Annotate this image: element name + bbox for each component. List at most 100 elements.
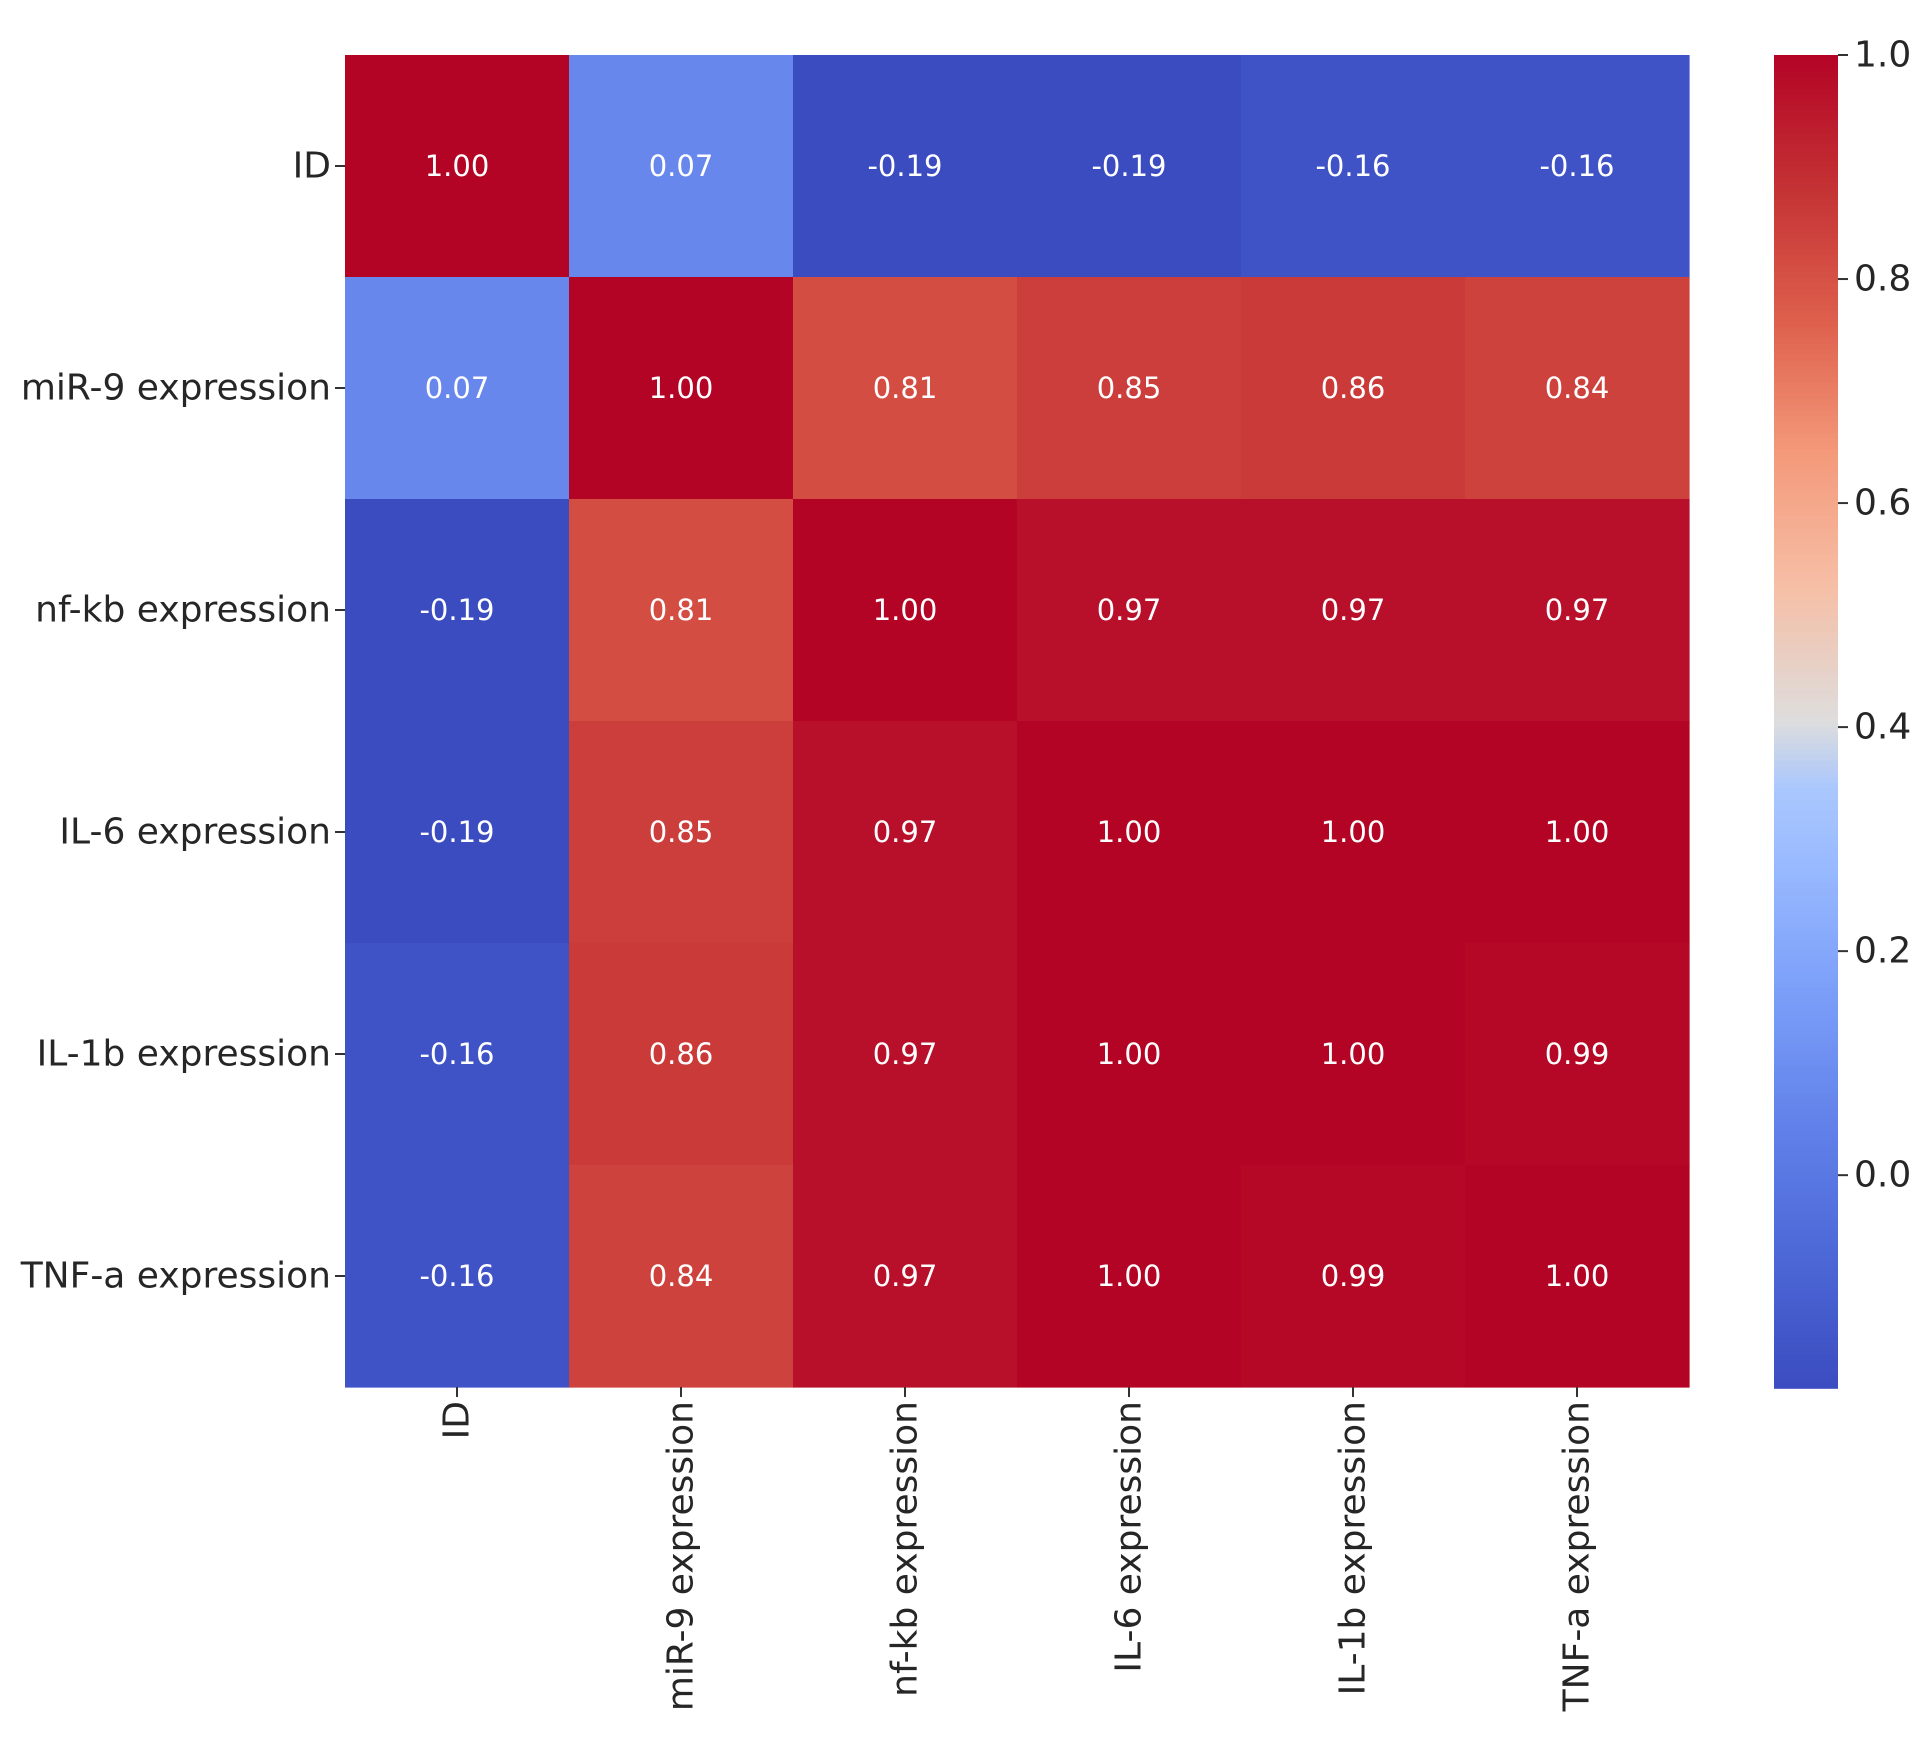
colorbar-segment — [1774, 499, 1838, 506]
colorbar-segment — [1774, 421, 1838, 428]
colorbar-segment — [1774, 1321, 1838, 1328]
colorbar-segment — [1774, 1099, 1838, 1106]
heatmap-cell-r0-c5 — [1465, 55, 1690, 278]
x-tick-label-il-6-expression: IL-6 expression — [1109, 1401, 1150, 1673]
colorbar-segment — [1774, 227, 1838, 234]
colorbar-segment — [1774, 599, 1838, 606]
colorbar-segment — [1774, 388, 1838, 395]
heatmap-cell-r3-c5 — [1465, 721, 1690, 944]
colorbar-segment — [1774, 382, 1838, 390]
heatmap-cell-r0-c1 — [569, 55, 794, 278]
colorbar-segment — [1774, 865, 1838, 873]
colorbar-segment — [1774, 654, 1838, 662]
colorbar-segment — [1774, 1326, 1838, 1334]
colorbar-segment — [1774, 682, 1838, 689]
colorbar-segment — [1774, 899, 1838, 906]
colorbar-segment — [1774, 438, 1838, 445]
colorbar-segment — [1774, 454, 1838, 462]
colorbar-segment — [1774, 877, 1838, 884]
cell-value-r4-c2: 0.97 — [873, 1037, 938, 1071]
colorbar: 0.0 0.2 0.4 0.6 0.8 1.0 — [1774, 35, 1911, 1389]
colorbar-segment — [1774, 327, 1838, 334]
colorbar-segment — [1774, 504, 1838, 512]
colorbar-segment — [1774, 1210, 1838, 1217]
colorbar-segment — [1774, 882, 1838, 889]
colorbar-segment — [1774, 715, 1838, 723]
colorbar-segment — [1774, 266, 1838, 273]
heatmap-cell-r0-c4 — [1241, 55, 1466, 278]
cell-value-r5-c2: 0.97 — [873, 1259, 938, 1293]
colorbar-segment — [1774, 904, 1838, 912]
colorbar-tick-label: 0.2 — [1854, 931, 1911, 972]
colorbar-segment — [1774, 665, 1838, 673]
colorbar-segment — [1774, 1188, 1838, 1195]
colorbar-segment — [1774, 799, 1838, 806]
heatmap-cell-r1-c3 — [1017, 277, 1242, 500]
colorbar-segment — [1774, 116, 1838, 123]
heatmap-cell-r2-c3 — [1017, 499, 1242, 722]
colorbar-segment — [1774, 188, 1838, 195]
y-tick-label-nf-kb-expression: nf-kb expression — [35, 590, 331, 631]
colorbar-segment — [1774, 888, 1838, 895]
colorbar-segment — [1774, 104, 1838, 112]
colorbar-segment — [1774, 515, 1838, 523]
colorbar-segment — [1774, 732, 1838, 739]
colorbar-segment — [1774, 338, 1838, 345]
colorbar-segment — [1774, 915, 1838, 923]
heatmap-cell-r5-c3 — [1017, 1165, 1242, 1388]
colorbar-segment — [1774, 293, 1838, 301]
colorbar-segment — [1774, 66, 1838, 73]
heatmap-cell-r4-c0 — [345, 943, 570, 1166]
y-tick-label-il-1b-expression: IL-1b expression — [37, 1034, 331, 1075]
colorbar-segment — [1774, 1254, 1838, 1262]
colorbar-segment — [1774, 354, 1838, 362]
y-tick-label-id: ID — [293, 146, 331, 187]
colorbar-segment — [1774, 1038, 1838, 1045]
cell-value-r1-c0: 0.07 — [425, 371, 490, 405]
x-tick-label-id: ID — [437, 1401, 478, 1439]
colorbar-segment — [1774, 282, 1838, 290]
heatmap-cell-r1-c2 — [793, 277, 1018, 500]
colorbar-segment — [1774, 927, 1838, 934]
colorbar-segment — [1774, 582, 1838, 589]
colorbar-segment — [1774, 549, 1838, 556]
heatmap-cell-r1-c4 — [1241, 277, 1466, 500]
colorbar-segment — [1774, 1049, 1838, 1056]
cell-value-r0-c0: 1.00 — [425, 149, 490, 183]
colorbar-segment — [1774, 793, 1838, 801]
cell-value-r3-c3: 1.00 — [1097, 815, 1162, 849]
colorbar-tick-label: 0.8 — [1854, 259, 1911, 300]
colorbar-tick-label: 0.0 — [1854, 1155, 1911, 1196]
colorbar-segment — [1774, 615, 1838, 623]
heatmap-cell-r2-c2 — [793, 499, 1018, 722]
colorbar-segment — [1774, 77, 1838, 84]
colorbar-segment — [1774, 110, 1838, 117]
colorbar-segment — [1774, 1043, 1838, 1050]
colorbar-segment — [1774, 1232, 1838, 1239]
heatmap-cell-r1-c0 — [345, 277, 570, 500]
colorbar-segment — [1774, 1354, 1838, 1362]
colorbar-segment — [1774, 1143, 1838, 1150]
colorbar-segment — [1774, 488, 1838, 495]
colorbar-segment — [1774, 121, 1838, 129]
colorbar-segment — [1774, 1360, 1838, 1367]
colorbar-segment — [1774, 621, 1838, 628]
cell-value-r4-c5: 0.99 — [1545, 1037, 1610, 1071]
heatmap-cell-r4-c3 — [1017, 943, 1242, 1166]
colorbar-segment — [1774, 710, 1838, 717]
colorbar-tick-label: 0.6 — [1854, 483, 1911, 524]
colorbar-segment — [1774, 971, 1838, 978]
cell-value-r0-c5: -0.16 — [1539, 149, 1614, 183]
colorbar-segment — [1774, 1304, 1838, 1312]
cell-value-r2-c1: 0.81 — [649, 593, 714, 627]
colorbar-segment — [1774, 1265, 1838, 1273]
colorbar-segment — [1774, 693, 1838, 701]
heatmap-cell-r2-c5 — [1465, 499, 1690, 722]
colorbar-segment — [1774, 1165, 1838, 1173]
colorbar-segment — [1774, 843, 1838, 851]
colorbar-segment — [1774, 404, 1838, 412]
cell-value-r5-c4: 0.99 — [1321, 1259, 1386, 1293]
colorbar-segment — [1774, 1176, 1838, 1184]
colorbar-segment — [1774, 1226, 1838, 1234]
colorbar-segment — [1774, 427, 1838, 434]
